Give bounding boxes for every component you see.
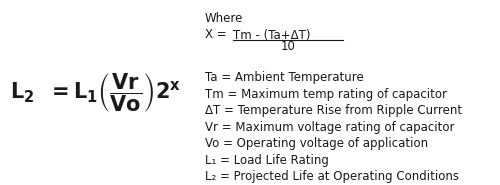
Text: Tm - (Ta+ΔT): Tm - (Ta+ΔT)	[233, 28, 310, 41]
Text: Where: Where	[205, 12, 244, 25]
Text: L₂ = Projected Life at Operating Conditions: L₂ = Projected Life at Operating Conditi…	[205, 170, 459, 183]
Text: L₁ = Load Life Rating: L₁ = Load Life Rating	[205, 154, 329, 167]
Text: ΔT = Temperature Rise from Ripple Current: ΔT = Temperature Rise from Ripple Curren…	[205, 104, 462, 117]
Text: 10: 10	[280, 41, 295, 53]
Text: Vr = Maximum voltage rating of capacitor: Vr = Maximum voltage rating of capacitor	[205, 121, 454, 134]
Text: $\bf{L_2}$  $\bf{= L_1 \left(\dfrac{Vr}{Vo}\right)2^x}$: $\bf{L_2}$ $\bf{= L_1 \left(\dfrac{Vr}{V…	[10, 71, 181, 114]
Text: X =: X =	[205, 28, 231, 41]
Text: Vo = Operating voltage of application: Vo = Operating voltage of application	[205, 137, 428, 150]
Text: Tm = Maximum temp rating of capacitor: Tm = Maximum temp rating of capacitor	[205, 88, 447, 101]
Text: Ta = Ambient Temperature: Ta = Ambient Temperature	[205, 71, 364, 84]
